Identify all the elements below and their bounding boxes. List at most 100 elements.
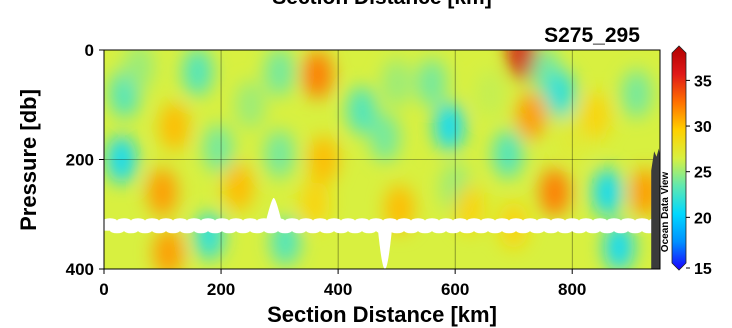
x-tick-label: 600	[441, 280, 469, 299]
heatmap-feature	[381, 58, 412, 107]
no-data-scallop	[383, 218, 397, 224]
no-data-scallop	[495, 218, 509, 224]
no-data-scallop	[278, 228, 292, 234]
no-data-scallop	[341, 218, 355, 224]
heatmap-feature	[235, 80, 266, 129]
no-data-scallop	[551, 218, 565, 224]
no-data-scallop	[418, 228, 432, 234]
colorbar-tick-label: 30	[694, 119, 712, 136]
no-data-scallop	[453, 218, 467, 224]
no-data-scallop	[593, 218, 607, 224]
chart-title: S275_295	[544, 24, 640, 47]
no-data-spike	[265, 197, 282, 222]
no-data-scallop	[194, 228, 208, 234]
bathymetry	[651, 148, 660, 269]
no-data-scallop	[159, 218, 173, 224]
no-data-scallop	[621, 218, 635, 224]
no-data-scallop	[124, 228, 138, 234]
heatmap-feature	[475, 69, 506, 118]
no-data-scallop	[229, 218, 243, 224]
heatmap-feature	[621, 69, 652, 118]
no-data-scallop	[600, 228, 614, 234]
no-data-spike	[377, 229, 392, 269]
no-data-scallop	[474, 228, 488, 234]
no-data-scallop	[306, 228, 320, 234]
heatmap-feature	[147, 168, 178, 217]
no-data-scallop	[348, 228, 362, 234]
no-data-scallop	[208, 228, 222, 234]
no-data-scallop	[369, 218, 383, 224]
no-data-scallop	[236, 228, 250, 234]
no-data-scallop	[215, 218, 229, 224]
no-data-scallop	[320, 228, 334, 234]
no-data-scallop	[117, 218, 131, 224]
heatmap-feature	[507, 50, 538, 80]
no-data-scallop	[607, 218, 621, 224]
y-tick-label: 400	[66, 260, 94, 279]
no-data-scallop	[544, 228, 558, 234]
no-data-scallop	[264, 228, 278, 234]
colorbar-bar	[671, 45, 687, 271]
heatmap-feature	[159, 102, 190, 151]
heatmap-feature	[223, 162, 254, 211]
no-data-scallop	[131, 218, 145, 224]
heatmap-feature	[153, 228, 184, 269]
no-data-scallop	[327, 218, 341, 224]
no-data-scallop	[334, 228, 348, 234]
no-data-scallop	[313, 218, 327, 224]
no-data-scallop	[201, 218, 215, 224]
no-data-scallop	[446, 228, 460, 234]
x-tick-label: 400	[324, 280, 352, 299]
heatmap-feature	[124, 50, 155, 91]
y-tick-label: 200	[66, 151, 94, 170]
no-data-scallop	[628, 228, 642, 234]
no-data-scallop	[173, 218, 187, 224]
colorbar: 15 20 25 30 35	[671, 45, 712, 278]
no-data-scallop	[110, 228, 124, 234]
y-tick-label: 0	[85, 41, 94, 60]
no-data-scallop	[439, 218, 453, 224]
colorbar-ticks: 15 20 25 30 35	[686, 73, 712, 278]
no-data-scallop	[104, 218, 117, 224]
x-axis-ticks: 0 200 400 600 800	[99, 269, 586, 299]
heatmap-feature	[346, 86, 377, 135]
heatmap-feature	[302, 50, 333, 99]
heatmap-feature	[539, 168, 570, 217]
no-data-scallop	[355, 218, 369, 224]
colorbar-tick-label: 25	[694, 165, 712, 182]
heatmap-feature	[416, 58, 447, 107]
no-data-scallop	[285, 218, 299, 224]
no-data-scallop	[565, 218, 579, 224]
plot-area	[104, 50, 660, 269]
no-data-scallop	[537, 218, 551, 224]
no-data-scallop	[488, 228, 502, 234]
no-data-scallop	[166, 228, 180, 234]
heatmap-feature	[492, 130, 523, 179]
colorbar-tick-label: 35	[694, 73, 712, 90]
heatmap-feature	[545, 69, 576, 118]
heatmap-feature	[434, 102, 465, 151]
no-data-scallop	[152, 228, 166, 234]
no-data-scallop	[187, 218, 201, 224]
no-data-scallop	[404, 228, 418, 234]
no-data-scallop	[467, 218, 481, 224]
heatmap-feature	[369, 113, 400, 162]
no-data-scallop	[530, 228, 544, 234]
x-tick-label: 0	[99, 280, 108, 299]
no-data-scallop	[432, 228, 446, 234]
no-data-scallop	[250, 228, 264, 234]
no-data-scallop	[635, 218, 649, 224]
heatmap-feature	[592, 168, 623, 217]
odv-watermark: Ocean Data View	[660, 172, 671, 253]
no-data-scallop	[579, 218, 593, 224]
heatmap-feature	[516, 91, 547, 140]
heatmap-feature	[264, 130, 295, 179]
no-data-scallop	[460, 228, 474, 234]
no-data-scallop	[558, 228, 572, 234]
no-data-scallop	[222, 228, 236, 234]
no-data-scallop	[516, 228, 530, 234]
no-data-scallop	[509, 218, 523, 224]
no-data-scallop	[362, 228, 376, 234]
no-data-scallop	[243, 218, 257, 224]
heatmap-feature	[203, 124, 234, 173]
